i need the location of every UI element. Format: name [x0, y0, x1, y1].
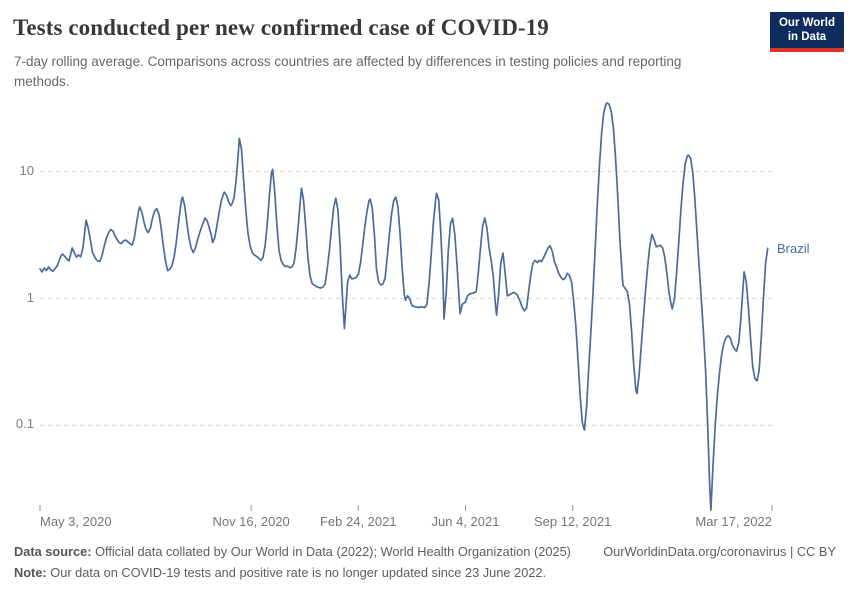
- y-axis-label: 0.1: [15, 416, 34, 432]
- page-title: Tests conducted per new confirmed case o…: [13, 15, 549, 40]
- footer-note-label: Note:: [14, 565, 47, 580]
- x-axis-label: Feb 24, 2021: [319, 514, 397, 529]
- x-axis-label: Sep 12, 2021: [533, 514, 612, 529]
- owid-logo: Our World in Data: [770, 12, 844, 52]
- footer-datasource: Data source: Official data collated by O…: [14, 544, 571, 559]
- y-axis-label: 1: [26, 289, 34, 305]
- owid-logo-line2: in Data: [787, 31, 827, 43]
- footer-attribution-link[interactable]: OurWorldinData.org/coronavirus | CC BY: [603, 544, 836, 559]
- owid-logo-line1: Our World: [778, 16, 835, 29]
- footer-note-text: Our data on COVID-19 tests and positive …: [50, 565, 547, 580]
- x-axis-label: Mar 17, 2022: [695, 514, 772, 529]
- series-label-brazil: Brazil: [777, 241, 810, 257]
- brazil-line: [39, 102, 769, 511]
- x-axis-label: Nov 16, 2020: [212, 514, 290, 529]
- footer-note: Note: Our data on COVID-19 tests and pos…: [14, 565, 546, 580]
- footer-datasource-text: Official data collated by Our World in D…: [95, 544, 571, 559]
- footer-datasource-label: Data source:: [14, 544, 92, 559]
- chart-subtitle: 7-day rolling average. Comparisons acros…: [14, 54, 682, 89]
- x-axis-label: Jun 4, 2021: [431, 514, 500, 529]
- x-axis-label: May 3, 2020: [40, 514, 112, 529]
- y-axis-label: 10: [19, 162, 34, 178]
